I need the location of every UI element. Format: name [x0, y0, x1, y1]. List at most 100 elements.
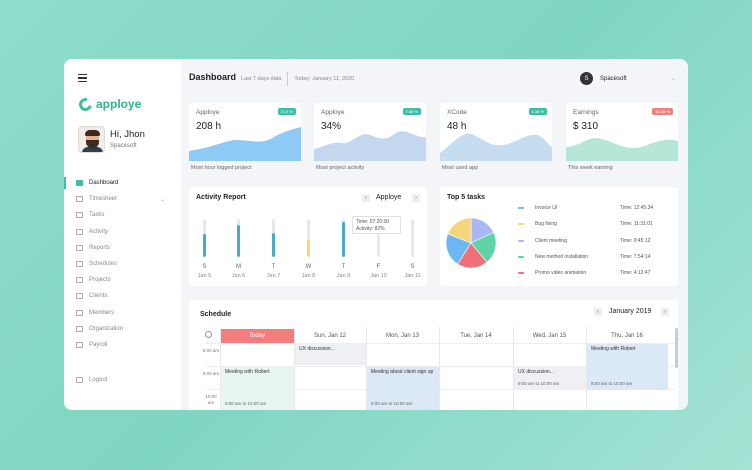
- task-time: Time: 4:12:47: [620, 270, 651, 277]
- time-label: 10:00 am: [205, 394, 217, 405]
- prev-project-button[interactable]: ‹: [362, 194, 370, 202]
- task-item[interactable]: Invoice UI: [518, 203, 557, 213]
- stat-caption: This week earning: [568, 165, 613, 171]
- time-label: 9:00 am: [202, 371, 220, 376]
- reports-icon: [76, 244, 83, 251]
- column-header[interactable]: Wed, Jan 15: [532, 333, 567, 339]
- task-color-marker: [518, 223, 524, 226]
- task-item[interactable]: Bug fixing: [518, 219, 557, 229]
- pie-slice[interactable]: [445, 233, 472, 265]
- logout-button[interactable]: Logout: [76, 377, 107, 383]
- task-name: New method installation: [535, 253, 589, 260]
- sidebar-item-activity[interactable]: Activity: [64, 224, 181, 240]
- today-date: Today: January 11, 2020: [294, 76, 355, 82]
- activity-tooltip: Time: 07:20:00 Activity: 82%: [352, 216, 401, 234]
- event-title: Meeting with Robert: [225, 369, 270, 375]
- column-header[interactable]: Tue, Jan 14: [460, 333, 492, 339]
- sidebar-item-dashboard[interactable]: Dashboard: [64, 175, 181, 191]
- chevron-down-icon: ⌄: [159, 197, 165, 204]
- stat-label: XCode: [447, 109, 467, 116]
- task-time: Time: 11:31:01: [620, 221, 653, 228]
- activity-bar[interactable]: [377, 219, 380, 257]
- task-color-marker: [518, 255, 524, 258]
- activity-bar[interactable]: [272, 219, 275, 257]
- stat-card-2[interactable]: Apploye 7.88 % 34%: [314, 103, 426, 161]
- event-time: 9:00 am to 10:00 am: [518, 381, 560, 386]
- app-window: apploye Hi, Jhon Spacesoft Dashboard Tim…: [64, 59, 688, 410]
- stat-caption: Most used app: [442, 165, 479, 171]
- task-color-marker: [518, 272, 524, 275]
- task-time: Time: 12:45:34: [620, 205, 654, 211]
- clock-icon: [76, 196, 83, 203]
- grid-line: [294, 327, 295, 410]
- clients-icon: [76, 293, 83, 300]
- avatar[interactable]: [78, 126, 105, 153]
- payroll-icon: [76, 341, 83, 348]
- sidebar-item-timesheet[interactable]: Timesheet ⌄: [64, 191, 181, 207]
- stat-card-4[interactable]: Earnings 18.16 % $ 310: [566, 103, 678, 161]
- activity-bar-fill: [342, 222, 345, 257]
- schedule-event[interactable]: Meeting about client sign up 9:00 am to 1…: [367, 367, 439, 410]
- next-project-button[interactable]: ›: [412, 194, 420, 202]
- schedule-scrollbar[interactable]: [675, 328, 678, 368]
- sidebar-item-projects[interactable]: Projects: [64, 272, 181, 288]
- stat-badge: 7.88 %: [402, 108, 421, 115]
- stat-value: $ 310: [573, 121, 599, 132]
- bar-date-label: Jan 10: [370, 273, 387, 279]
- sidebar-item-clients[interactable]: Clients: [64, 288, 181, 304]
- sidebar-item-organization[interactable]: Organization: [64, 321, 181, 337]
- task-item[interactable]: Client meeting: [518, 236, 567, 246]
- activity-icon: [76, 228, 83, 235]
- activity-bar[interactable]: [411, 219, 414, 257]
- stat-card-3[interactable]: XCode 4.38 % 48 h: [440, 103, 552, 161]
- stat-badge: 18.16 %: [652, 108, 673, 115]
- activity-bar[interactable]: [307, 219, 310, 257]
- time-label: 8:00 am: [202, 348, 220, 353]
- activity-bar[interactable]: [237, 219, 240, 257]
- schedule-event[interactable]: Meeting with Robert 9:00 am to 10:00 am: [221, 367, 294, 410]
- activity-bar-fill: [272, 233, 275, 257]
- task-color-marker: [518, 207, 524, 209]
- task-item[interactable]: Promo video animation: [518, 268, 586, 278]
- bar-date-label: Jan 6: [231, 273, 246, 279]
- column-header[interactable]: Thu, Jan 16: [611, 333, 643, 339]
- sidebar: apploye Hi, Jhon Spacesoft Dashboard Tim…: [64, 59, 181, 410]
- sidebar-item-payroll[interactable]: Payroll: [64, 337, 181, 353]
- top-tasks-title: Top 5 tasks: [447, 194, 485, 201]
- schedule-event[interactable]: Meeting with Robert 8:00 am to 10:00 am: [587, 344, 668, 390]
- stat-caption: Most project activity: [316, 165, 365, 171]
- sidebar-item-tasks[interactable]: Tasks: [64, 207, 181, 223]
- activity-bar[interactable]: [342, 219, 345, 257]
- stat-value: 48 h: [447, 121, 467, 132]
- header: Dashboard Last 7 days data Today: Januar…: [189, 72, 354, 86]
- sidebar-item-schedules[interactable]: Schedules: [64, 256, 181, 272]
- logo[interactable]: apploye: [76, 95, 141, 113]
- stat-label: Apploye: [196, 109, 220, 116]
- stat-sparkline: [314, 131, 426, 161]
- sidebar-item-reports[interactable]: Reports: [64, 240, 181, 256]
- pie-slice[interactable]: [447, 217, 472, 244]
- activity-bar[interactable]: [203, 219, 206, 257]
- stat-caption: Most hour logged project: [191, 165, 252, 171]
- task-item[interactable]: New method installation: [518, 252, 588, 262]
- workspace-selector[interactable]: S Spacesoft ⌄: [580, 72, 676, 85]
- tasks-pie-chart: [445, 217, 497, 269]
- activity-bar-fill: [203, 234, 206, 257]
- schedule-event[interactable]: UX discussion... 9:00 am to 10:00 am: [514, 367, 586, 390]
- task-name: Invoice UI: [535, 205, 558, 211]
- sidebar-item-members[interactable]: Members: [64, 305, 181, 321]
- column-today[interactable]: Today: [220, 329, 294, 343]
- schedule-event[interactable]: UX discussion...: [295, 344, 366, 365]
- next-month-button[interactable]: ›: [661, 308, 669, 316]
- grid-line: [586, 327, 587, 410]
- prev-month-button[interactable]: ‹: [594, 308, 602, 316]
- logout-icon: [76, 377, 83, 383]
- stat-badge: 21.5 %: [277, 108, 296, 115]
- hamburger-icon[interactable]: [78, 74, 87, 82]
- column-header[interactable]: Sun, Jan 12: [313, 333, 347, 339]
- column-header[interactable]: Mon, Jan 13: [385, 333, 420, 339]
- calendar-icon: [76, 261, 83, 268]
- stat-sparkline: [440, 133, 552, 161]
- stat-card-1[interactable]: Apploye 21.5 % 208 h: [189, 103, 301, 161]
- workspace-badge: S: [580, 72, 593, 85]
